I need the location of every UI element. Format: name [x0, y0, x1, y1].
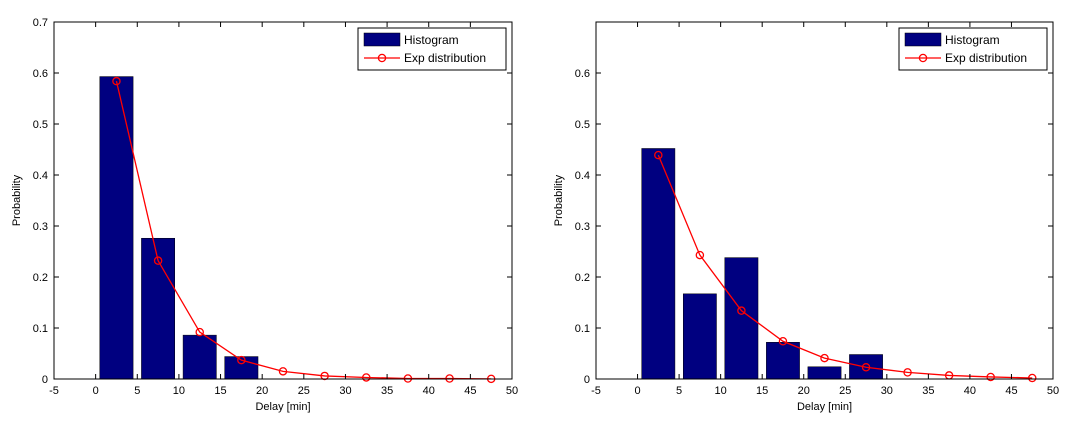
exp-distribution-point — [278, 367, 288, 376]
x-tick-label: 50 — [506, 385, 518, 397]
histogram-bar — [724, 257, 759, 380]
histogram-bar — [99, 76, 134, 380]
y-tick-label: 0.5 — [33, 119, 48, 131]
y-tick-label: 0.7 — [33, 17, 48, 29]
axes-box — [595, 21, 1054, 380]
exp-distribution-point — [986, 372, 995, 382]
histogram-bar — [641, 148, 676, 380]
exp-distribution-point — [445, 374, 454, 383]
chart-panel-right: -5 0 5 10 15 20 25 30 35 40 45 5000.10.20.30.40.50.… — [553, 21, 1059, 413]
x-tick-label: 50 — [1047, 385, 1059, 397]
histogram-bar — [766, 342, 800, 380]
exp-distribution-point — [820, 353, 829, 363]
legend-swatch-histogram — [904, 32, 942, 47]
x-tick-label: 10 — [173, 385, 185, 397]
legend-label-histogram: Histogram — [404, 33, 459, 47]
legend: Histogram Exp distribution — [357, 27, 507, 71]
exp-distribution-point — [778, 337, 788, 346]
x-tick-label: 25 — [298, 385, 310, 397]
legend-label-exp-distribution: Exp distribution — [404, 51, 486, 65]
legend-label-histogram: Histogram — [945, 33, 1000, 47]
x-tick-label: 35 — [922, 385, 934, 397]
x-tick-label: 30 — [881, 385, 893, 397]
x-tick-label: 30 — [339, 385, 351, 397]
legend-swatch-exp-marker — [377, 53, 387, 63]
histogram-bar — [182, 334, 217, 380]
exp-distribution-point — [654, 150, 663, 160]
y-tick-label: 0.2 — [33, 272, 48, 284]
x-tick-label: 5 — [134, 385, 140, 397]
y-tick-label: 0.6 — [33, 68, 48, 80]
y-tick-label: 0.3 — [575, 221, 590, 233]
x-tick-label: 40 — [964, 385, 976, 397]
x-tick-label: 0 — [634, 385, 640, 397]
axes-box — [53, 21, 513, 380]
exp-distribution-point — [861, 363, 871, 372]
x-tick-label: 10 — [715, 385, 727, 397]
y-axis-label: Probability — [553, 174, 565, 226]
exp-distribution-point — [362, 373, 371, 382]
y-tick-label: 0.4 — [33, 170, 48, 182]
x-axis-label: Delay [min] — [797, 401, 852, 413]
exp-distribution-point — [195, 327, 204, 337]
x-tick-label: 45 — [464, 385, 476, 397]
exp-distribution-point — [695, 250, 705, 260]
x-tick-label: 0 — [93, 385, 99, 397]
x-tick-label: 5 — [676, 385, 682, 397]
exp-distribution-point — [320, 371, 329, 381]
exp-distribution-point — [903, 368, 912, 377]
x-tick-label: 25 — [839, 385, 851, 397]
legend-label-exp-distribution: Exp distribution — [945, 51, 1027, 65]
x-tick-label: 45 — [1005, 385, 1017, 397]
y-tick-label: 0.2 — [575, 272, 590, 284]
legend-swatch-exp-marker — [918, 53, 928, 63]
x-tick-label: 15 — [214, 385, 226, 397]
exp-distribution-point — [153, 256, 163, 265]
y-tick-label: 0.1 — [33, 323, 48, 335]
histogram-bar — [807, 366, 842, 380]
x-axis-label: Delay [min] — [255, 401, 310, 413]
chart-panel-left: -5 0 5 10 15 20 25 30 35 40 45 5000.10.20.30.40.50.… — [11, 17, 518, 413]
y-tick-label: 0.5 — [575, 119, 590, 131]
y-tick-label: 0.1 — [575, 323, 590, 335]
x-tick-label: 20 — [798, 385, 810, 397]
x-tick-label: 15 — [756, 385, 768, 397]
legend-swatch-histogram — [363, 32, 401, 47]
y-tick-label: 0.3 — [33, 221, 48, 233]
x-tick-label: -5 — [591, 385, 601, 397]
exp-distribution-point — [237, 355, 246, 365]
exp-distribution-point — [403, 374, 413, 383]
x-tick-label: 20 — [256, 385, 268, 397]
y-tick-label: 0 — [584, 374, 590, 386]
x-tick-label: 40 — [423, 385, 435, 397]
histogram-bar — [682, 293, 717, 380]
exp-distribution-point — [112, 76, 121, 86]
y-tick-label: 0 — [42, 374, 48, 386]
y-axis-label: Probability — [11, 174, 23, 226]
exp-distribution-point — [1027, 373, 1037, 383]
exp-distribution-point — [737, 306, 746, 315]
y-tick-label: 0.6 — [575, 68, 590, 80]
legend: Histogram Exp distribution — [898, 27, 1048, 71]
x-tick-label: 35 — [381, 385, 393, 397]
x-tick-label: -5 — [49, 385, 59, 397]
y-tick-label: 0.4 — [575, 170, 590, 182]
